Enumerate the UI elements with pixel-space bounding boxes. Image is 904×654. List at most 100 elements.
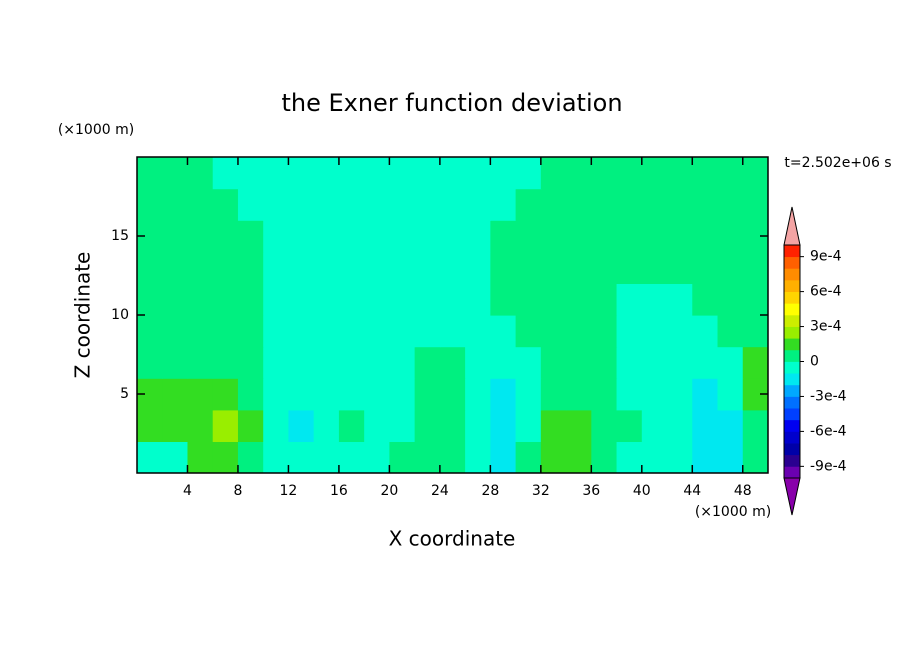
contour-cell bbox=[137, 346, 163, 379]
contour-cell bbox=[364, 409, 390, 442]
contour-cell bbox=[465, 409, 491, 442]
x-tick-label: 44 bbox=[683, 483, 701, 499]
contour-cell bbox=[515, 157, 542, 190]
contour-cell bbox=[288, 441, 315, 473]
contour-cell bbox=[616, 409, 643, 442]
contour-cell bbox=[742, 409, 768, 442]
contour-cell bbox=[742, 251, 768, 284]
contour-cell bbox=[414, 220, 441, 253]
contour-cell bbox=[389, 315, 416, 348]
colorbar-tick-label: 0 bbox=[810, 354, 819, 370]
contour-cell bbox=[263, 188, 290, 221]
contour-cell bbox=[313, 346, 340, 379]
contour-cell bbox=[162, 409, 189, 442]
contour-cell bbox=[616, 220, 643, 253]
contour-cell bbox=[364, 220, 390, 253]
colorbar-swatch bbox=[784, 256, 800, 269]
contour-cell bbox=[237, 283, 264, 316]
contour-cell bbox=[490, 378, 517, 411]
contour-cell bbox=[237, 157, 264, 190]
contour-cell bbox=[439, 188, 466, 221]
colorbar-tick-label: -9e-4 bbox=[810, 458, 847, 474]
contour-cell bbox=[162, 441, 189, 473]
contour-cell bbox=[338, 441, 365, 473]
contour-cell bbox=[364, 378, 390, 411]
contour-cell bbox=[288, 220, 315, 253]
contour-cell bbox=[692, 283, 719, 316]
chart-title: the Exner function deviation bbox=[281, 89, 622, 117]
contour-cell bbox=[465, 378, 491, 411]
contour-cell bbox=[263, 315, 290, 348]
contour-cell bbox=[616, 157, 643, 190]
contour-cell bbox=[616, 188, 643, 221]
colorbar-swatch bbox=[784, 245, 800, 258]
contour-cell bbox=[641, 157, 668, 190]
contour-cell bbox=[490, 283, 517, 316]
x-axis-label: X coordinate bbox=[389, 527, 516, 551]
y-axis-label: Z coordinate bbox=[71, 252, 95, 379]
contour-cell bbox=[667, 378, 693, 411]
contour-cell bbox=[566, 441, 592, 473]
contour-cell bbox=[717, 315, 744, 348]
contour-cell bbox=[490, 220, 517, 253]
contour-cell bbox=[692, 157, 719, 190]
contour-cell bbox=[338, 220, 365, 253]
contour-cell bbox=[692, 346, 719, 379]
contour-cell bbox=[465, 441, 491, 473]
contour-cell bbox=[389, 346, 416, 379]
contour-cell bbox=[566, 283, 592, 316]
colorbar-swatch bbox=[784, 454, 800, 467]
contour-cell bbox=[616, 283, 643, 316]
contour-cell bbox=[439, 378, 466, 411]
contour-cell bbox=[338, 315, 365, 348]
contour-cell bbox=[137, 409, 163, 442]
contour-cell bbox=[717, 283, 744, 316]
contour-cell bbox=[439, 315, 466, 348]
contour-cell bbox=[540, 315, 567, 348]
colorbar-swatch bbox=[784, 349, 800, 362]
contour-cell bbox=[389, 409, 416, 442]
colorbar-tick-label: 9e-4 bbox=[810, 249, 842, 265]
contour-cell bbox=[313, 251, 340, 284]
x-tick-label: 48 bbox=[734, 483, 752, 499]
contour-cell bbox=[414, 157, 441, 190]
contour-cell bbox=[237, 315, 264, 348]
contour-cell bbox=[237, 220, 264, 253]
contour-cell bbox=[364, 157, 390, 190]
contour-cell bbox=[414, 283, 441, 316]
contour-cell bbox=[137, 251, 163, 284]
contour-cell bbox=[288, 315, 315, 348]
contour-cell bbox=[692, 188, 719, 221]
contour-cell bbox=[465, 251, 491, 284]
time-label: t=2.502e+06 s bbox=[784, 155, 891, 171]
contour-cell bbox=[364, 251, 390, 284]
contour-cell bbox=[591, 251, 618, 284]
contour-cell bbox=[162, 220, 189, 253]
contour-cell bbox=[667, 409, 693, 442]
contour-cell bbox=[591, 188, 618, 221]
contour-field bbox=[137, 157, 768, 473]
contour-cell bbox=[566, 220, 592, 253]
contour-cell bbox=[490, 157, 517, 190]
contour-cell bbox=[490, 188, 517, 221]
contour-cell bbox=[465, 346, 491, 379]
contour-cell bbox=[515, 220, 542, 253]
contour-cell bbox=[162, 315, 189, 348]
contour-cell bbox=[137, 283, 163, 316]
x-tick-label: 12 bbox=[280, 483, 298, 499]
colorbar-swatch bbox=[784, 303, 800, 316]
contour-cell bbox=[490, 315, 517, 348]
x-tick-label: 32 bbox=[532, 483, 550, 499]
contour-cell bbox=[692, 220, 719, 253]
contour-cell bbox=[566, 378, 592, 411]
contour-cell bbox=[742, 157, 768, 190]
contour-cell bbox=[137, 315, 163, 348]
contour-cell bbox=[742, 441, 768, 473]
contour-cell bbox=[515, 188, 542, 221]
contour-cell bbox=[717, 378, 744, 411]
contour-cell bbox=[313, 188, 340, 221]
contour-cell bbox=[187, 157, 214, 190]
contour-cell bbox=[717, 409, 744, 442]
